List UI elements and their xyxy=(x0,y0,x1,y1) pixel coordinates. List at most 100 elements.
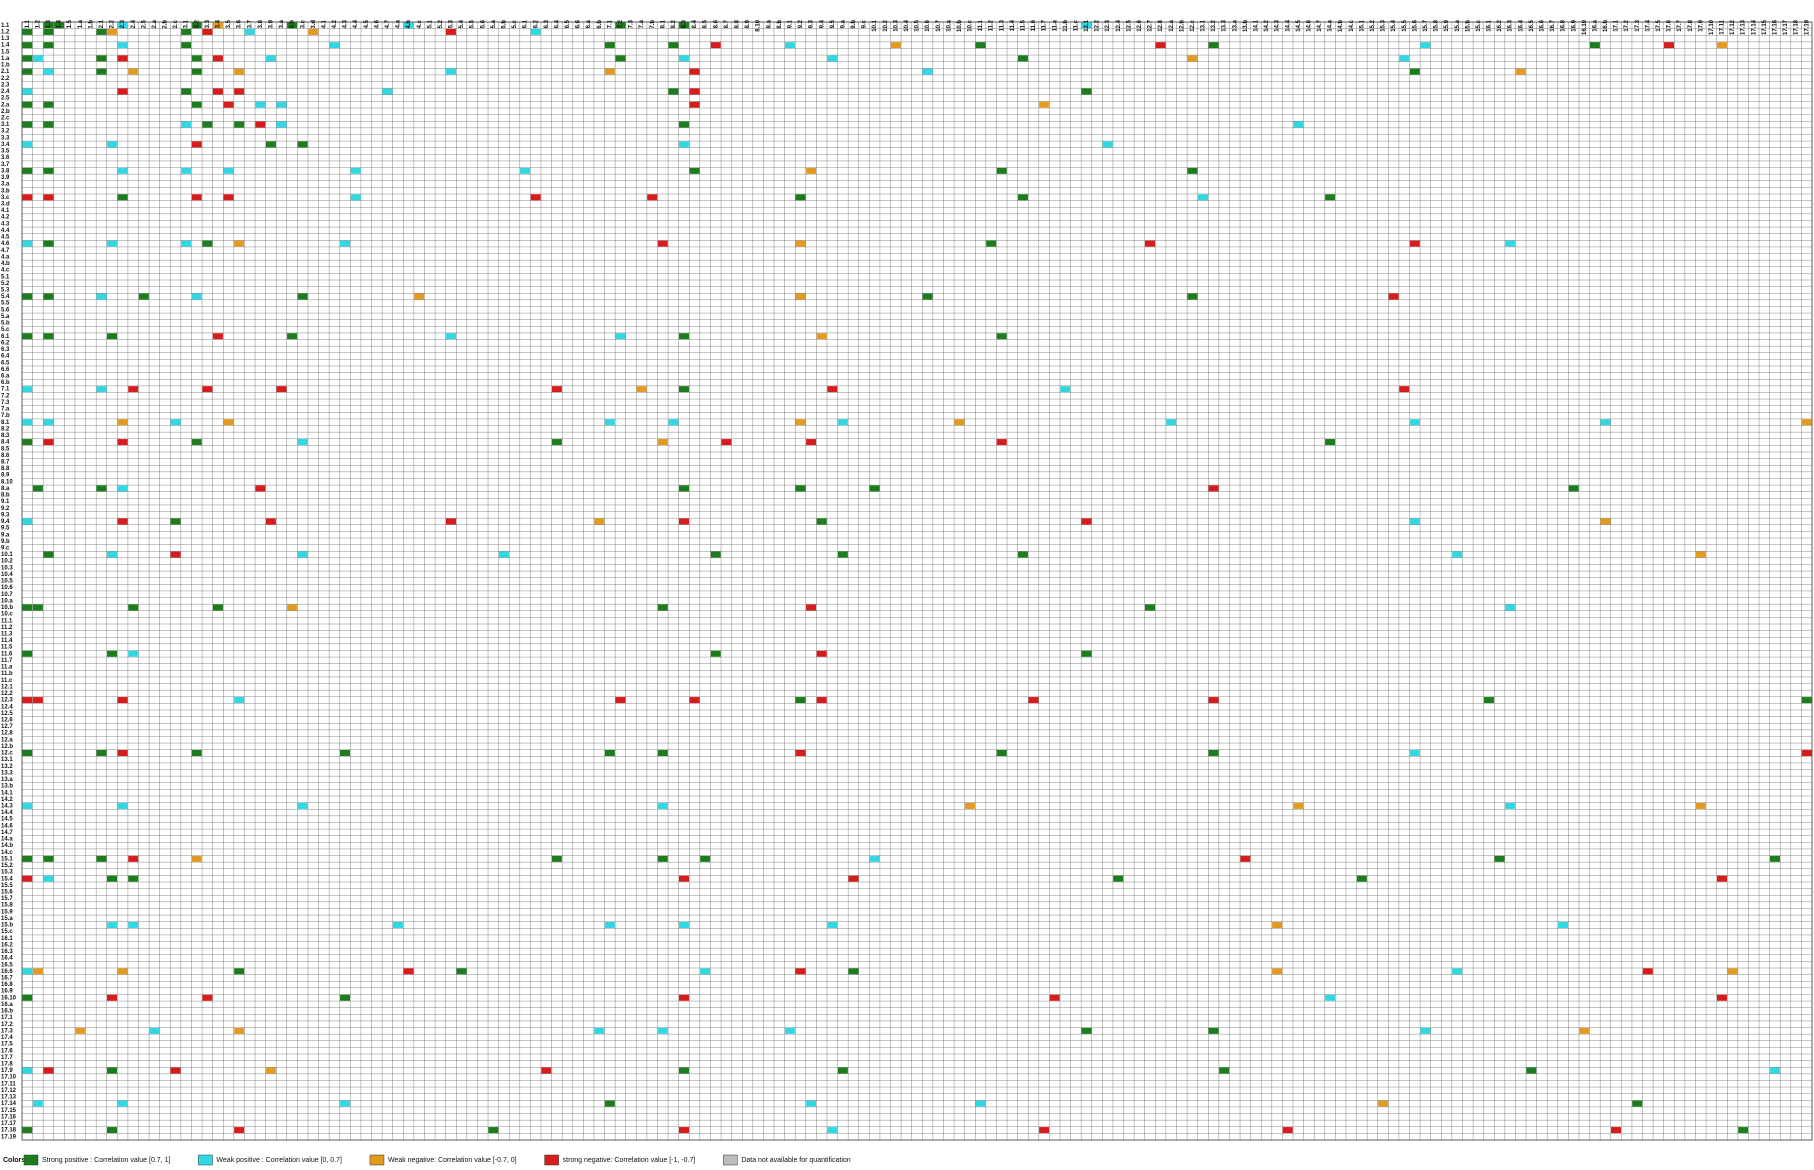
cell xyxy=(1505,802,1516,809)
row-label: 17.17 xyxy=(1,1121,17,1127)
cell xyxy=(1600,518,1611,525)
column-label: 15.c xyxy=(1476,19,1482,31)
cell xyxy=(22,68,33,75)
row-label: 17.4 xyxy=(1,1035,13,1041)
row-label: 13.a xyxy=(1,777,13,783)
cell xyxy=(117,968,128,975)
cell xyxy=(668,42,679,49)
cell xyxy=(678,121,689,128)
column-label: 17.5 xyxy=(1656,19,1662,31)
column-label: 8.7 xyxy=(724,19,730,28)
row-label: 16.5 xyxy=(1,962,13,968)
row-label: 11.c xyxy=(1,678,13,684)
cell xyxy=(615,22,626,29)
row-label: 12.8 xyxy=(1,731,13,737)
cell xyxy=(604,42,615,49)
column-label: 4.4 xyxy=(353,19,359,28)
cell xyxy=(668,419,679,426)
cell xyxy=(1695,551,1706,558)
column-label: 3.6 xyxy=(237,19,243,28)
column-label: 5.b xyxy=(502,20,508,29)
row-label: 12.6 xyxy=(1,718,13,724)
column-label: 2.2 xyxy=(110,19,116,28)
cell xyxy=(43,167,54,174)
row-label: 17.18 xyxy=(1,1128,17,1134)
cell xyxy=(1716,875,1727,882)
cell xyxy=(1081,22,1092,29)
column-label: 4.5 xyxy=(364,19,370,28)
row-label: 15.b xyxy=(1,923,13,929)
cell xyxy=(1632,1100,1643,1107)
cell xyxy=(710,42,721,49)
row-label: 10.b xyxy=(1,605,13,611)
row-label: 5.3 xyxy=(1,288,10,294)
row-label: 10.2 xyxy=(1,559,13,565)
cell xyxy=(117,167,128,174)
cell xyxy=(1081,650,1092,657)
row-label: 5.b xyxy=(1,321,10,327)
row-label: 1.5 xyxy=(1,49,10,55)
cell xyxy=(1769,1067,1780,1074)
cell xyxy=(1060,386,1071,393)
cell xyxy=(636,386,647,393)
cell xyxy=(604,1100,615,1107)
column-label: 3.1 xyxy=(184,19,190,28)
column-label: 11.b xyxy=(1063,20,1069,32)
column-label: 3.2 xyxy=(194,19,200,28)
cell xyxy=(117,55,128,62)
cell xyxy=(795,485,806,492)
cell xyxy=(276,121,287,128)
row-label: 5.6 xyxy=(1,307,10,313)
cell xyxy=(43,875,54,882)
column-label: 7.a xyxy=(639,19,645,28)
cell xyxy=(689,167,700,174)
cell xyxy=(1801,749,1812,757)
column-label: 16.9 xyxy=(1571,19,1577,31)
cell xyxy=(445,28,456,35)
cell xyxy=(181,240,192,247)
row-label: 7.3 xyxy=(1,400,10,406)
column-label: 2.c xyxy=(173,19,179,28)
row-label: 14.6 xyxy=(1,823,13,829)
row-label: 16.4 xyxy=(1,956,13,962)
cell xyxy=(996,333,1007,340)
cell xyxy=(689,101,700,108)
cell xyxy=(1081,1027,1092,1034)
cell xyxy=(255,121,266,128)
row-label: 12.5 xyxy=(1,711,13,717)
cell xyxy=(1388,293,1399,300)
row-label: 9.2 xyxy=(1,506,10,512)
row-label: 6.a xyxy=(1,374,10,380)
cell xyxy=(234,1127,245,1134)
cell xyxy=(22,240,33,247)
cell xyxy=(795,749,806,757)
cell xyxy=(837,1067,848,1074)
column-label: 9.b xyxy=(851,20,857,29)
cell xyxy=(382,88,393,95)
cell xyxy=(202,28,213,35)
column-label: 17.18 xyxy=(1794,19,1800,35)
column-label: 15.b xyxy=(1465,20,1471,32)
cell xyxy=(1293,802,1304,809)
row-label: 13.1 xyxy=(1,757,13,763)
column-label: 14.2 xyxy=(1264,19,1270,31)
cell xyxy=(1219,1067,1230,1074)
row-label: 16.6 xyxy=(1,969,13,975)
cell xyxy=(986,240,997,247)
column-label: 16.2 xyxy=(1497,19,1503,31)
cell xyxy=(22,28,33,35)
cell xyxy=(191,141,202,148)
cell xyxy=(615,697,626,704)
row-label: 4.1 xyxy=(1,208,10,214)
cell xyxy=(1505,604,1516,611)
row-label: 9.5 xyxy=(1,526,10,532)
row-label: 4.3 xyxy=(1,221,10,227)
row-label: 10.a xyxy=(1,598,13,604)
row-label: 12.c xyxy=(1,751,13,757)
legend-swatch xyxy=(198,1154,213,1166)
row-label: 7.a xyxy=(1,407,10,413)
cell xyxy=(107,551,118,558)
row-label: 4.c xyxy=(1,268,10,274)
row-label: 3.3 xyxy=(1,135,10,141)
cell xyxy=(191,439,202,446)
